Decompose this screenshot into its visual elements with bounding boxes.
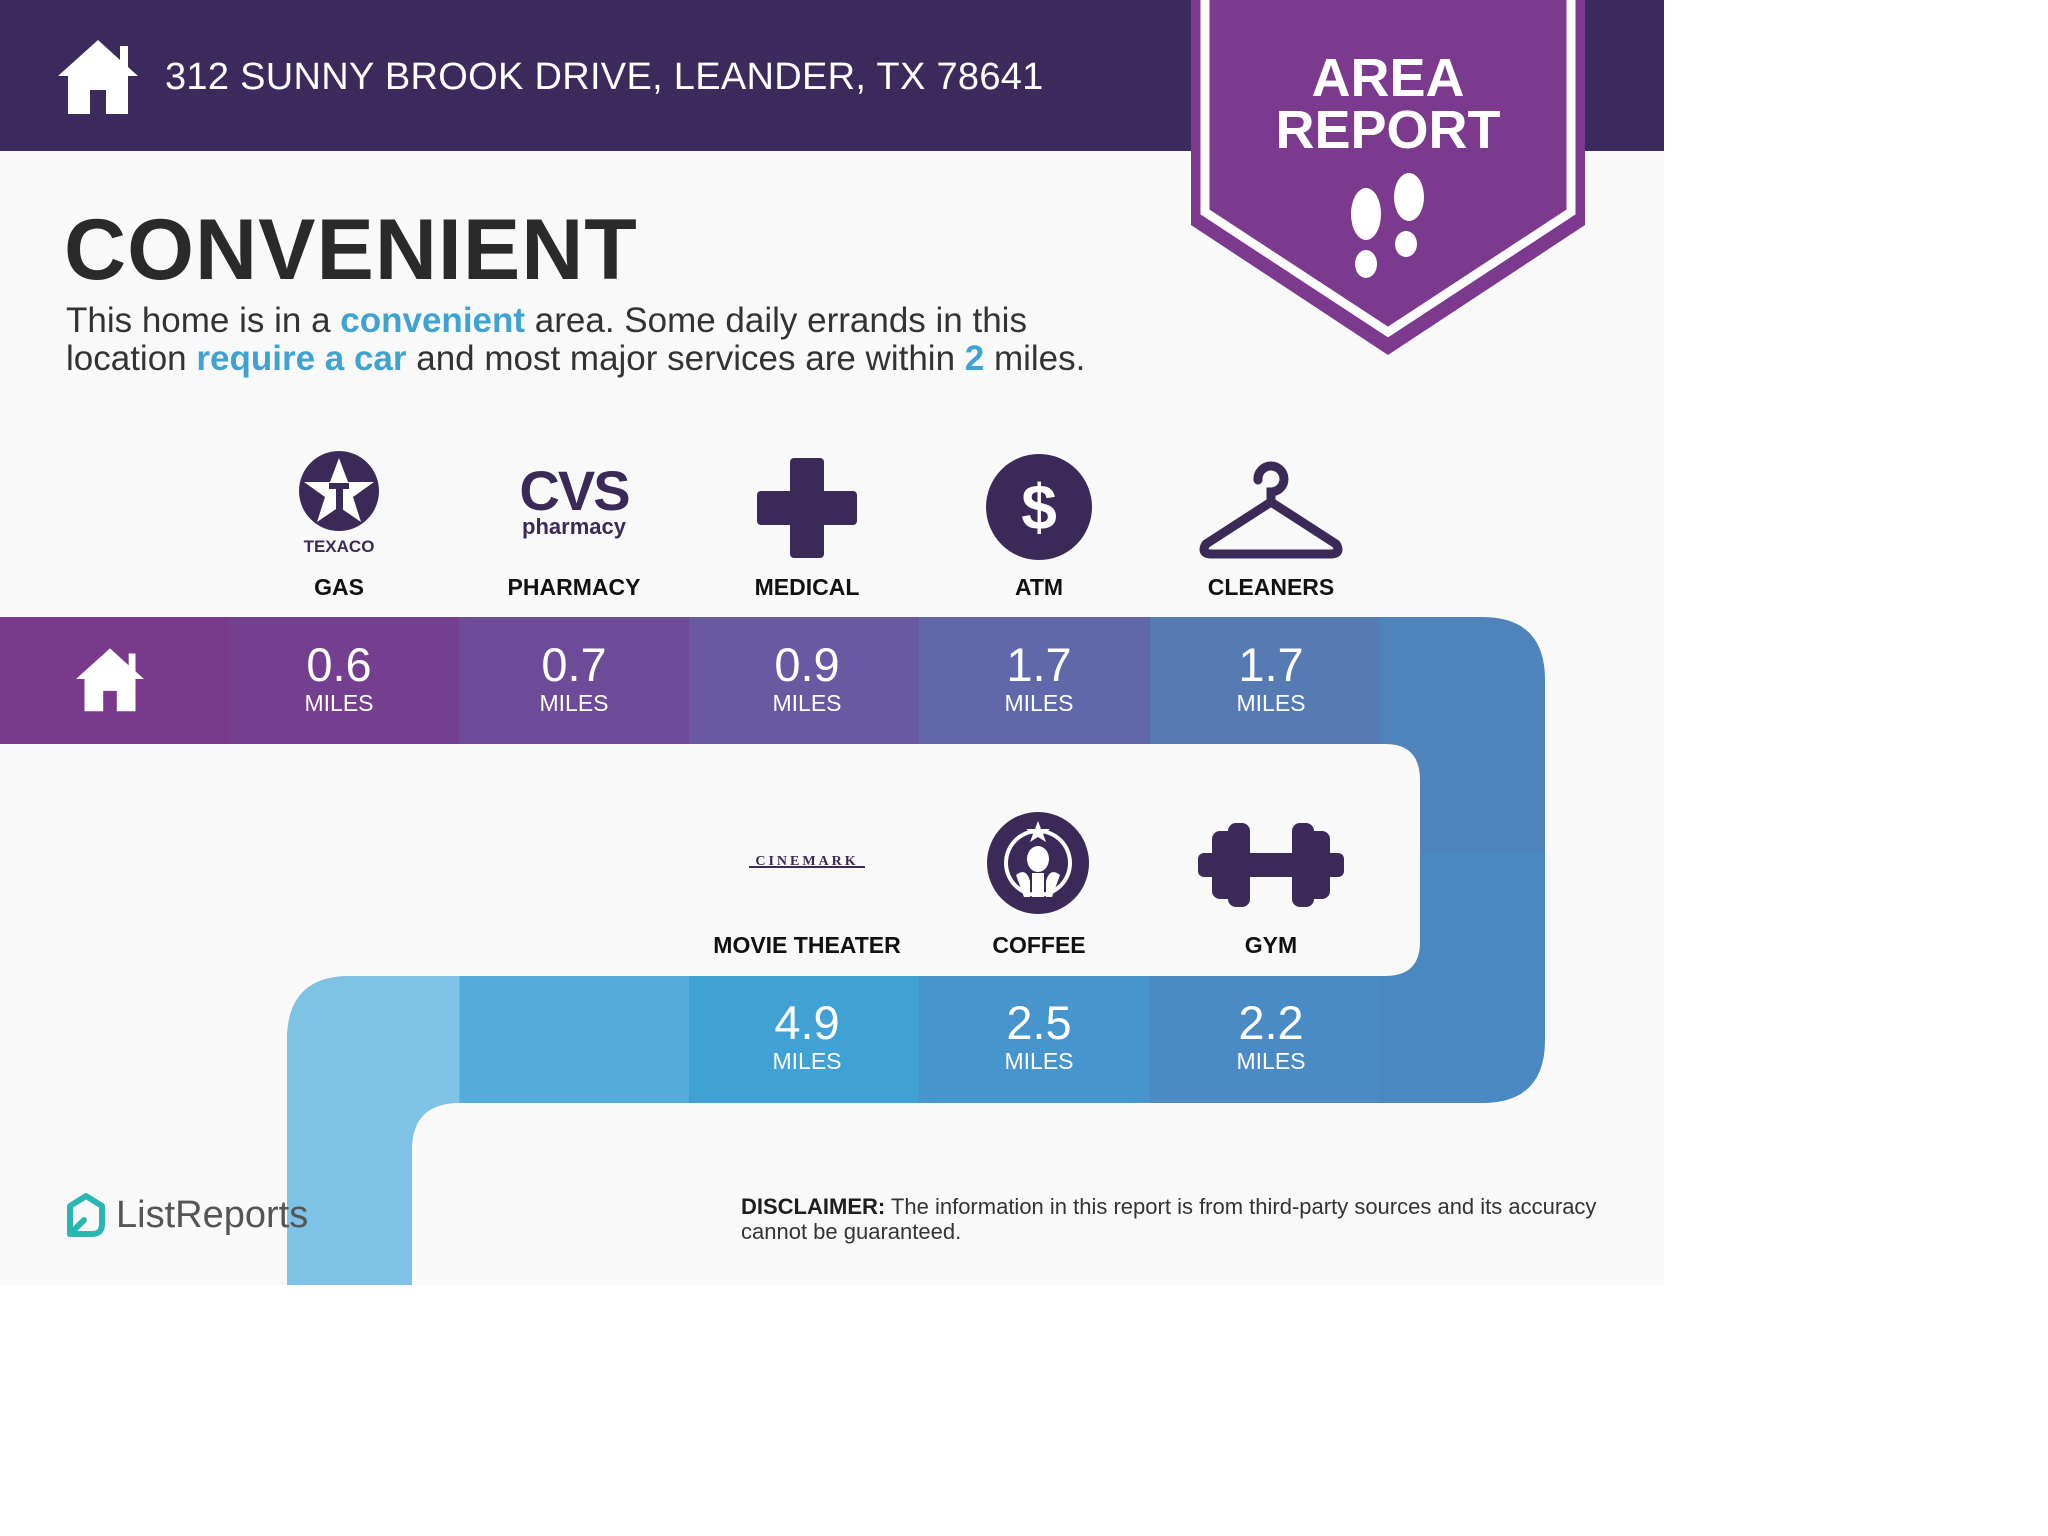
dumbbell-icon xyxy=(1198,823,1344,907)
medical-cross-icon xyxy=(757,458,857,558)
listreports-logo-icon xyxy=(67,1193,105,1237)
summary-text-part: area. Some daily errands in this xyxy=(525,301,1027,340)
listreports-brand: ListReports xyxy=(116,1194,309,1236)
distance-value: 1.7 xyxy=(1238,638,1304,691)
category-label-coffee: COFFEE xyxy=(992,932,1086,958)
disclaimer-text: The information in this report is from t… xyxy=(741,1194,1597,1244)
dollar-icon: $ xyxy=(986,454,1092,560)
distance-unit: MILES xyxy=(1236,1048,1306,1074)
distance-cleaners: 1.7 MILES xyxy=(1156,638,1386,717)
page-title: CONVENIENT xyxy=(64,202,638,298)
route-path xyxy=(0,617,1545,1285)
category-label-movie-theater: MOVIE THEATER xyxy=(713,932,901,958)
category-label-pharmacy: PHARMACY xyxy=(507,574,641,600)
distance-gym: 2.2 MILES xyxy=(1156,996,1386,1075)
disclaimer-label: DISCLAIMER: xyxy=(741,1194,886,1219)
badge-title-line2: REPORT xyxy=(1275,100,1501,160)
cinemark-logo-text: CINEMARK xyxy=(755,854,858,869)
distance-unit: MILES xyxy=(1236,690,1306,716)
area-report-page: 312 SUNNY BROOK DRIVE, LEANDER, TX 78641… xyxy=(0,0,1664,1285)
summary-text-part: and most major services are within xyxy=(406,339,965,378)
badge-title: AREA REPORT xyxy=(1191,48,1585,160)
summary-text-part: location xyxy=(66,339,197,378)
distance-value: 0.9 xyxy=(774,638,840,691)
distance-gas: 0.6 MILES xyxy=(224,638,454,717)
category-label-medical: MEDICAL xyxy=(754,574,860,600)
distance-atm: 1.7 MILES xyxy=(924,638,1154,717)
property-address: 312 SUNNY BROOK DRIVE, LEANDER, TX 78641 xyxy=(165,56,1044,98)
distance-value: 4.9 xyxy=(774,996,840,1049)
texaco-star-icon: TEXACO xyxy=(299,451,379,556)
distance-unit: MILES xyxy=(772,1048,842,1074)
category-label-cleaners: CLEANERS xyxy=(1207,574,1335,600)
cvs-logo-text: CVS xyxy=(519,466,629,522)
footprints-icon xyxy=(1351,173,1424,278)
house-icon xyxy=(58,40,138,114)
cinemark-logo-icon: CINEMARK xyxy=(749,854,865,869)
summary-text-part: miles. xyxy=(984,339,1086,378)
distance-value: 2.5 xyxy=(1006,996,1072,1049)
summary-highlight: 2 xyxy=(964,339,985,378)
distance-unit: MILES xyxy=(539,690,609,716)
starbucks-logo-icon xyxy=(987,812,1089,914)
disclaimer: DISCLAIMER: The information in this repo… xyxy=(741,1194,1621,1244)
distance-medical: 0.9 MILES xyxy=(692,638,922,717)
badge-title-line1: AREA xyxy=(1311,48,1465,108)
cvs-logo-icon: CVS pharmacy xyxy=(519,466,631,539)
distance-unit: MILES xyxy=(1004,1048,1074,1074)
distance-value: 0.7 xyxy=(541,638,607,691)
cvs-logo-subtext: pharmacy xyxy=(522,514,627,539)
summary-highlight: convenient xyxy=(340,301,526,340)
house-icon xyxy=(76,648,144,712)
distance-value: 1.7 xyxy=(1006,638,1072,691)
distance-pharmacy: 0.7 MILES xyxy=(459,638,689,717)
hanger-icon xyxy=(1199,461,1343,559)
distance-unit: MILES xyxy=(304,690,374,716)
svg-text:$: $ xyxy=(1021,471,1057,543)
distance-value: 2.2 xyxy=(1238,996,1304,1049)
area-report-badge xyxy=(1191,0,1585,355)
category-label-gym: GYM xyxy=(1244,932,1298,958)
category-label-atm: ATM xyxy=(1014,574,1064,600)
distance-unit: MILES xyxy=(772,690,842,716)
texaco-logo-text: TEXACO xyxy=(304,537,375,556)
distance-value: 0.6 xyxy=(306,638,372,691)
category-label-gas: GAS xyxy=(314,574,364,600)
summary-highlight: require a car xyxy=(196,339,407,378)
summary-text-part: This home is in a xyxy=(66,301,341,340)
distance-unit: MILES xyxy=(1004,690,1074,716)
distance-coffee: 2.5 MILES xyxy=(924,996,1154,1075)
distance-movie-theater: 4.9 MILES xyxy=(692,996,922,1075)
summary-text: This home is in a convenient area. Some … xyxy=(66,302,1085,378)
